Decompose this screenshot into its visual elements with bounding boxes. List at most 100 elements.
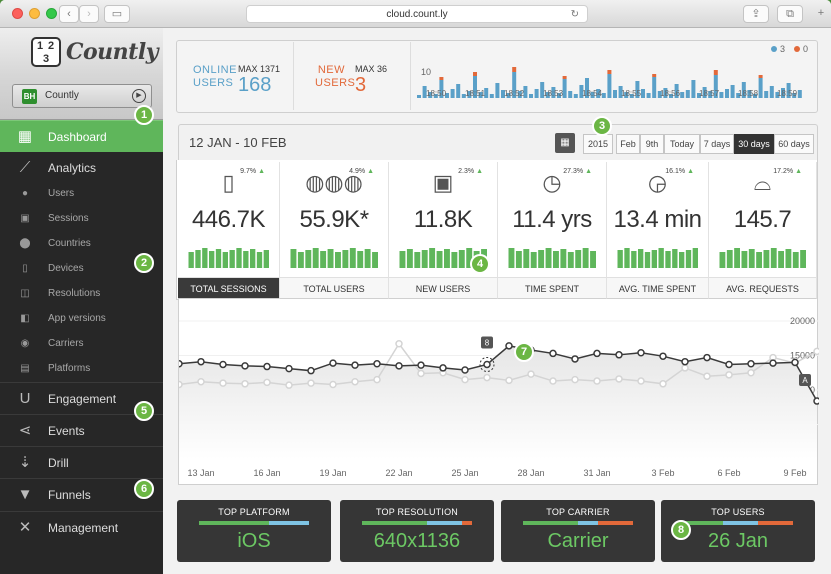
- metric-total-users[interactable]: ◍◍◍ 4.9% ▲ 55.9K*: [280, 162, 389, 277]
- range-button-feb[interactable]: Feb: [616, 134, 640, 154]
- sidebar-item-sessions[interactable]: ▣ Sessions: [0, 207, 163, 232]
- app-selector[interactable]: BH Countly ▶: [12, 84, 152, 108]
- tab-new-users[interactable]: NEW USERS: [389, 277, 498, 299]
- forward-button[interactable]: ›: [79, 5, 99, 23]
- sidebar-item-countries[interactable]: ⬤ Countries: [0, 232, 163, 257]
- data-point-previous[interactable]: [329, 380, 337, 389]
- data-point-current[interactable]: [747, 360, 755, 368]
- metric-total-sessions[interactable]: ▯ 9.7% ▲ 446.7K: [178, 162, 280, 277]
- play-icon[interactable]: ▶: [132, 89, 146, 103]
- sidebar-toggle-button[interactable]: ▭: [104, 5, 130, 23]
- data-point-previous[interactable]: [549, 377, 557, 385]
- data-point-previous[interactable]: [813, 347, 821, 356]
- top-card-top-carrier[interactable]: TOP CARRIER Carrier: [501, 500, 655, 562]
- data-point-current[interactable]: [571, 355, 579, 363]
- data-point-previous[interactable]: [703, 372, 711, 380]
- data-point-current[interactable]: [769, 359, 777, 367]
- tab-avg-time-spent[interactable]: AVG. TIME SPENT: [607, 277, 709, 299]
- data-point-previous[interactable]: [197, 377, 205, 386]
- sidebar-item-resolutions[interactable]: ◫ Resolutions: [0, 282, 163, 307]
- range-button-7-days[interactable]: 7 days: [700, 134, 734, 154]
- range-button-30-days[interactable]: 30 days: [734, 134, 774, 154]
- sidebar-item-carriers[interactable]: ◉ Carriers: [0, 332, 163, 357]
- nav-funnels[interactable]: ▼ Funnels: [0, 478, 163, 510]
- new-tab-button[interactable]: +: [812, 5, 830, 23]
- data-point-current[interactable]: [285, 364, 293, 373]
- data-point-current[interactable]: [395, 362, 403, 370]
- data-point-current[interactable]: [725, 360, 733, 369]
- data-point-previous[interactable]: [637, 377, 645, 385]
- data-point-previous[interactable]: [241, 380, 249, 388]
- nav-events[interactable]: ⋖ Events: [0, 414, 163, 446]
- data-point-current[interactable]: [483, 360, 491, 369]
- data-point-previous[interactable]: [615, 375, 623, 383]
- tab-total-sessions[interactable]: TOTAL SESSIONS: [178, 277, 280, 299]
- data-point-previous[interactable]: [417, 369, 425, 378]
- data-point-previous[interactable]: [747, 369, 755, 377]
- data-point-previous[interactable]: [725, 371, 733, 379]
- annotation-marker[interactable]: [799, 374, 811, 386]
- data-point-current[interactable]: [219, 360, 227, 369]
- data-point-previous[interactable]: [571, 375, 579, 384]
- range-button-today[interactable]: Today: [664, 134, 700, 154]
- range-button-60-days[interactable]: 60 days: [774, 134, 814, 154]
- metric-avg-requests-recei-[interactable]: ⌓ 17.2% ▲ 145.7: [709, 162, 817, 277]
- range-button-2015[interactable]: 2015: [583, 134, 613, 154]
- data-point-previous[interactable]: [483, 373, 491, 382]
- sidebar-item-devices[interactable]: ▯ Devices: [0, 257, 163, 282]
- data-point-current[interactable]: [681, 357, 689, 366]
- nav-management[interactable]: ✕ Management: [0, 511, 163, 543]
- data-point-previous[interactable]: [527, 370, 535, 378]
- data-point-previous[interactable]: [373, 375, 381, 384]
- data-point-previous[interactable]: [593, 377, 601, 385]
- data-point-current[interactable]: [263, 362, 271, 371]
- share-button[interactable]: ⇪: [743, 5, 769, 23]
- range-button-9th[interactable]: 9th: [640, 134, 664, 154]
- data-point-current[interactable]: [307, 366, 315, 375]
- data-point-current[interactable]: [813, 397, 821, 405]
- data-point-current[interactable]: [373, 360, 381, 368]
- nav-engagement[interactable]: U Engagement: [0, 382, 163, 414]
- annotation-marker[interactable]: [481, 336, 493, 349]
- data-point-previous[interactable]: [263, 378, 271, 387]
- data-point-current[interactable]: [637, 348, 645, 357]
- data-point-current[interactable]: [197, 357, 205, 366]
- data-point-previous[interactable]: [681, 364, 689, 372]
- data-point-current[interactable]: [659, 352, 667, 360]
- data-point-current[interactable]: [417, 361, 425, 369]
- data-point-previous[interactable]: [659, 380, 667, 388]
- top-card-top-platform[interactable]: TOP PLATFORM iOS: [177, 500, 331, 562]
- back-button[interactable]: ‹: [59, 5, 79, 23]
- reload-icon[interactable]: ↻: [570, 9, 579, 20]
- close-window-button[interactable]: [12, 8, 23, 19]
- metric-avg-time-spent[interactable]: ◶ 16.1% ▲ 13.4 min: [607, 162, 709, 277]
- data-point-current[interactable]: [505, 342, 513, 350]
- data-point-current[interactable]: [329, 359, 337, 367]
- address-bar[interactable]: cloud.count.ly ↻: [246, 5, 588, 23]
- sidebar-item-users[interactable]: ● Users: [0, 182, 163, 207]
- data-point-current[interactable]: [593, 349, 601, 358]
- tab-time-spent[interactable]: TIME SPENT: [498, 277, 607, 299]
- data-point-previous[interactable]: [285, 381, 293, 389]
- sidebar-item-platforms[interactable]: ▤ Platforms: [0, 357, 163, 382]
- sidebar-item-app-versions[interactable]: ◧ App versions: [0, 307, 163, 332]
- data-point-previous[interactable]: [461, 375, 469, 384]
- nav-dashboard[interactable]: ▦ Dashboard: [0, 120, 163, 152]
- nav-drill[interactable]: ⇣ Drill: [0, 446, 163, 478]
- data-point-previous[interactable]: [307, 379, 315, 387]
- data-point-previous[interactable]: [175, 380, 183, 389]
- data-point-current[interactable]: [351, 361, 359, 369]
- metric-time-spent[interactable]: ◷ 27.3% ▲ 11.4 yrs: [498, 162, 607, 277]
- tab-avg-requests-recei-[interactable]: AVG. REQUESTS RECEI...: [709, 277, 817, 316]
- data-point-current[interactable]: [615, 351, 623, 359]
- data-point-current[interactable]: [439, 364, 447, 372]
- top-card-top-resolution[interactable]: TOP RESOLUTION 640x1136: [340, 500, 494, 562]
- tabs-overview-button[interactable]: ⧉: [777, 5, 803, 23]
- minimize-window-button[interactable]: [29, 8, 40, 19]
- nav-analytics[interactable]: ⟋ Analytics: [0, 152, 163, 184]
- data-point-previous[interactable]: [219, 379, 227, 387]
- calendar-icon[interactable]: ▦: [555, 133, 575, 153]
- zoom-window-button[interactable]: [46, 8, 57, 19]
- data-point-previous[interactable]: [505, 376, 513, 385]
- data-point-current[interactable]: [175, 360, 183, 368]
